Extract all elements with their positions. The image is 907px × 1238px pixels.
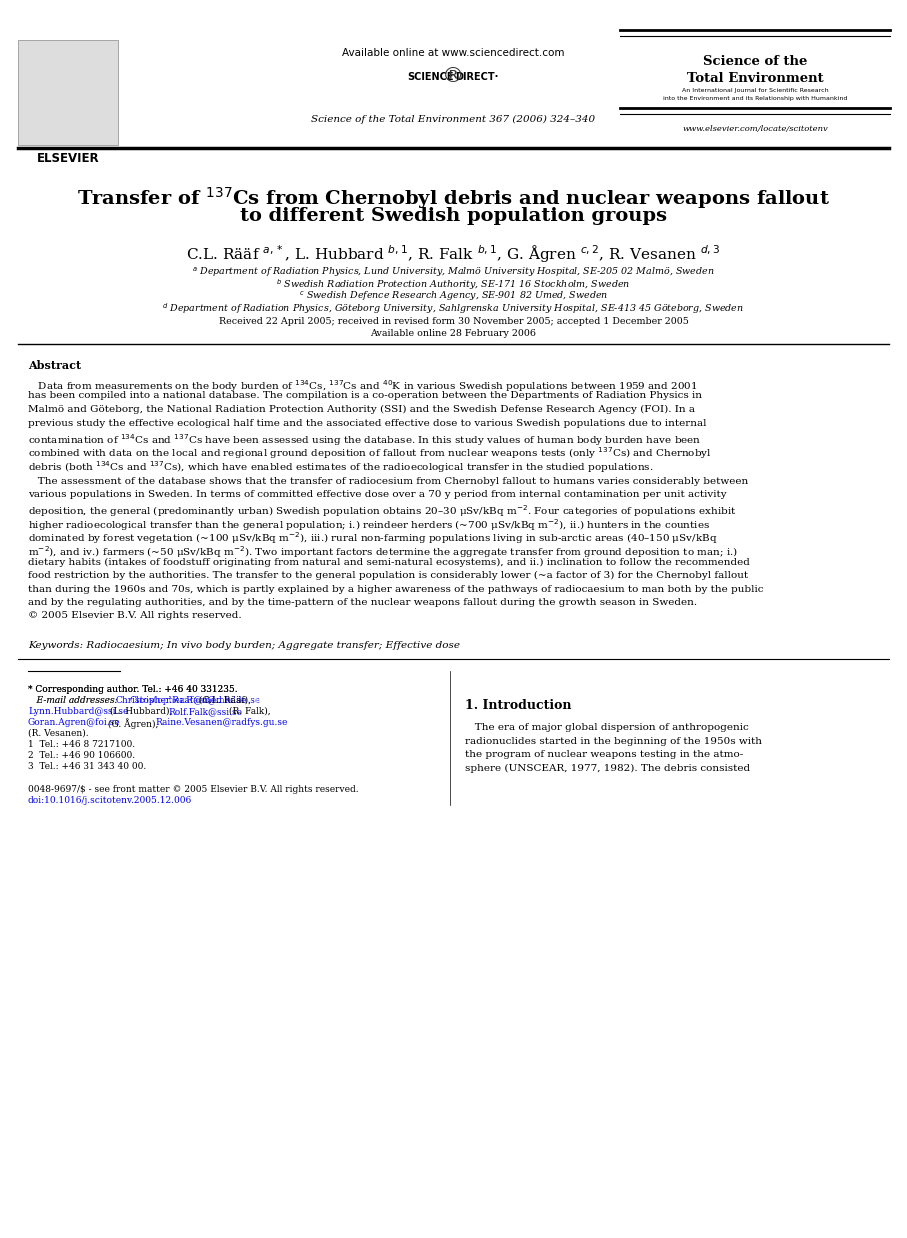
Text: radionuclides started in the beginning of the 1950s with: radionuclides started in the beginning o…: [465, 737, 762, 745]
Text: Rolf.Falk@ssi.se: Rolf.Falk@ssi.se: [168, 707, 242, 716]
Text: Abstract: Abstract: [28, 360, 81, 371]
Text: Transfer of $^{137}$Cs from Chernobyl debris and nuclear weapons fallout: Transfer of $^{137}$Cs from Chernobyl de…: [77, 184, 830, 210]
Text: to different Swedish population groups: to different Swedish population groups: [240, 207, 667, 225]
Text: (R. Falk),: (R. Falk),: [226, 707, 270, 716]
Text: $^{b}$ Swedish Radiation Protection Authority, SE-171 16 Stockholm, Sweden: $^{b}$ Swedish Radiation Protection Auth…: [277, 277, 630, 292]
Text: doi:10.1016/j.scitotenv.2005.12.006: doi:10.1016/j.scitotenv.2005.12.006: [28, 796, 192, 805]
Text: dominated by forest vegetation (~100 μSv/kBq m$^{-2}$), iii.) rural non-farming : dominated by forest vegetation (~100 μSv…: [28, 531, 717, 546]
Text: The assessment of the database shows that the transfer of radiocesium from Chern: The assessment of the database shows tha…: [28, 477, 748, 485]
Text: Raine.Vesanen@radfys.gu.se: Raine.Vesanen@radfys.gu.se: [155, 718, 288, 727]
Text: $^{a}$ Department of Radiation Physics, Lund University, Malmö University Hospit: $^{a}$ Department of Radiation Physics, …: [192, 265, 715, 279]
Text: previous study the effective ecological half time and the associated effective d: previous study the effective ecological …: [28, 418, 707, 427]
Text: (R. Vesanen).: (R. Vesanen).: [28, 729, 89, 738]
Text: Keywords: Radiocaesium; In vivo body burden; Aggregate transfer; Effective dose: Keywords: Radiocaesium; In vivo body bur…: [28, 641, 460, 650]
Text: www.elsevier.com/locate/scitotenv: www.elsevier.com/locate/scitotenv: [682, 125, 828, 132]
Text: (G. Ågren),: (G. Ågren),: [105, 718, 161, 729]
Text: ®: ®: [443, 66, 464, 85]
Text: The era of major global dispersion of anthropogenic: The era of major global dispersion of an…: [465, 723, 749, 732]
Text: Science of the Total Environment 367 (2006) 324–340: Science of the Total Environment 367 (20…: [311, 115, 596, 124]
Text: SCIENCE: SCIENCE: [407, 72, 454, 82]
Text: E-mail addresses:: E-mail addresses:: [28, 696, 121, 704]
Text: than during the 1960s and 70s, which is partly explained by a higher awareness o: than during the 1960s and 70s, which is …: [28, 584, 764, 593]
Text: Data from measurements on the body burden of $^{134}$Cs, $^{137}$Cs and $^{40}$K: Data from measurements on the body burde…: [28, 378, 697, 394]
Text: combined with data on the local and regional ground deposition of fallout from n: combined with data on the local and regi…: [28, 446, 712, 462]
Text: higher radioecological transfer than the general population; i.) reindeer herder: higher radioecological transfer than the…: [28, 517, 710, 532]
Text: E-mail addresses:: E-mail addresses:: [28, 696, 121, 704]
Text: $^{c}$ Swedish Defence Research Agency, SE-901 82 Umed, Sweden: $^{c}$ Swedish Defence Research Agency, …: [298, 288, 609, 303]
Text: sphere (UNSCEAR, 1977, 1982). The debris consisted: sphere (UNSCEAR, 1977, 1982). The debris…: [465, 764, 750, 773]
Text: (C.L. Rääf),: (C.L. Rääf),: [196, 696, 251, 704]
Text: the program of nuclear weapons testing in the atmo-: the program of nuclear weapons testing i…: [465, 750, 743, 759]
Text: Malmö and Göteborg, the National Radiation Protection Authority (SSI) and the Sw: Malmö and Göteborg, the National Radiati…: [28, 405, 695, 415]
Text: C.L. Rääf $^{a,*}$, L. Hubbard $^{b,1}$, R. Falk $^{b,1}$, G. Ågren $^{c,2}$, R.: C.L. Rääf $^{a,*}$, L. Hubbard $^{b,1}$,…: [186, 243, 721, 265]
Text: (L. Hubbard),: (L. Hubbard),: [107, 707, 175, 716]
Text: * Corresponding author. Tel.: +46 40 331235.: * Corresponding author. Tel.: +46 40 331…: [28, 685, 238, 695]
Text: An International Journal for Scientific Research: An International Journal for Scientific …: [682, 88, 828, 93]
FancyBboxPatch shape: [18, 40, 118, 145]
Text: Available online at www.sciencedirect.com: Available online at www.sciencedirect.co…: [342, 48, 565, 58]
Text: has been compiled into a national database. The compilation is a co-operation be: has been compiled into a national databa…: [28, 391, 702, 401]
Text: contamination of $^{134}$Cs and $^{137}$Cs have been assessed using the database: contamination of $^{134}$Cs and $^{137}$…: [28, 432, 701, 448]
Text: food restriction by the authorities. The transfer to the general population is c: food restriction by the authorities. The…: [28, 571, 748, 581]
Text: Goran.Agren@foi.se: Goran.Agren@foi.se: [28, 718, 121, 727]
Text: deposition, the general (predominantly urban) Swedish population obtains 20–30 μ: deposition, the general (predominantly u…: [28, 504, 736, 519]
Text: ELSEVIER: ELSEVIER: [36, 152, 99, 165]
Text: debris (both $^{134}$Cs and $^{137}$Cs), which have enabled estimates of the rad: debris (both $^{134}$Cs and $^{137}$Cs),…: [28, 459, 654, 475]
Text: 2  Tel.: +46 90 106600.: 2 Tel.: +46 90 106600.: [28, 751, 135, 760]
Text: Science of the: Science of the: [703, 54, 807, 68]
Text: $^{d}$ Department of Radiation Physics, Göteborg University, Sahlgrenska Univers: $^{d}$ Department of Radiation Physics, …: [162, 301, 745, 316]
Text: 1. Introduction: 1. Introduction: [465, 699, 571, 712]
Text: E-mail addresses: Christopher.Raaf@med.lu.se (C.L. Rääf),: E-mail addresses: Christopher.Raaf@med.l…: [28, 696, 307, 706]
Text: and by the regulating authorities, and by the time-pattern of the nuclear weapon: and by the regulating authorities, and b…: [28, 598, 697, 607]
Text: Total Environment: Total Environment: [687, 72, 824, 85]
Text: © 2005 Elsevier B.V. All rights reserved.: © 2005 Elsevier B.V. All rights reserved…: [28, 612, 241, 620]
Text: 0048-9697/$ - see front matter © 2005 Elsevier B.V. All rights reserved.: 0048-9697/$ - see front matter © 2005 El…: [28, 785, 358, 794]
Text: Received 22 April 2005; received in revised form 30 November 2005; accepted 1 De: Received 22 April 2005; received in revi…: [219, 317, 688, 326]
Text: Christopher.Raaf@med.lu.se: Christopher.Raaf@med.lu.se: [116, 696, 248, 704]
Text: m$^{-2}$), and iv.) farmers (~50 μSv/kBq m$^{-2}$). Two important factors determ: m$^{-2}$), and iv.) farmers (~50 μSv/kBq…: [28, 543, 738, 560]
Text: into the Environment and its Relationship with Humankind: into the Environment and its Relationshi…: [663, 97, 847, 102]
Text: various populations in Sweden. In terms of committed effective dose over a 70 y : various populations in Sweden. In terms …: [28, 490, 727, 499]
Text: 1  Tel.: +46 8 7217100.: 1 Tel.: +46 8 7217100.: [28, 740, 135, 749]
Text: Christopher.Raaf@med.lu.se: Christopher.Raaf@med.lu.se: [130, 696, 261, 704]
Text: * Corresponding author. Tel.: +46 40 331235.: * Corresponding author. Tel.: +46 40 331…: [28, 685, 238, 695]
Text: Available online 28 February 2006: Available online 28 February 2006: [370, 329, 537, 338]
Text: Lynn.Hubbard@ssi.se: Lynn.Hubbard@ssi.se: [28, 707, 129, 716]
Text: DIRECT·: DIRECT·: [455, 72, 499, 82]
Text: dietary habits (intakes of foodstuff originating from natural and semi-natural e: dietary habits (intakes of foodstuff ori…: [28, 557, 750, 567]
Text: 3  Tel.: +46 31 343 40 00.: 3 Tel.: +46 31 343 40 00.: [28, 763, 146, 771]
